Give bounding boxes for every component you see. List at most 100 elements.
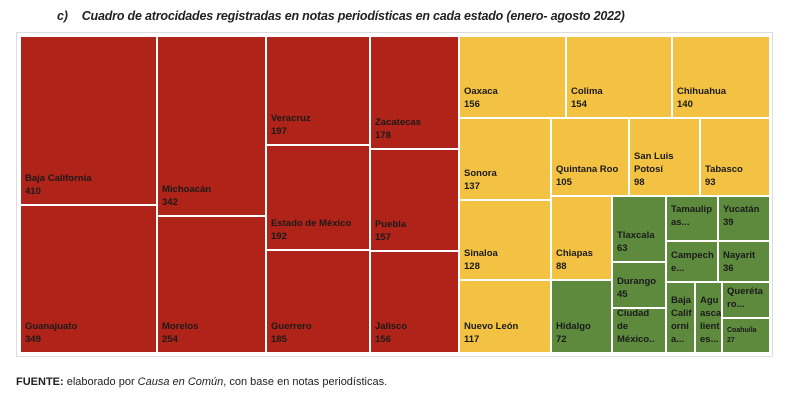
cell-label: Yucatán [723,203,760,215]
cell-label: Durango [617,276,657,287]
treemap-cell: Guanajuato 349 [20,205,157,353]
cell-label: San Luis Potosí [634,151,674,175]
treemap-cell: Agu asca lient es... [695,282,722,353]
treemap-cell: Sinaloa 128 [459,200,551,280]
cell-value: 117 [464,334,480,345]
treemap-cell: Hidalgo 72 [551,280,612,353]
treemap-cell: Tabasco 93 [700,118,770,196]
cell-label: Oaxaca [464,86,498,97]
treemap-cell: Michoacán 342 [157,36,266,216]
cell-label: Tlaxcala [617,230,655,241]
treemap-cell: Baja Calif orni a... [666,282,695,353]
treemap-cell: Morelos 254 [157,216,266,353]
cell-value: 185 [271,334,287,345]
cell-label: Jalisco [375,321,408,332]
treemap-cell: Ciudad de México.. [612,308,666,353]
cell-label: Baja Calif orni a... [671,295,692,345]
treemap-cell: Nayarit 36 [718,241,770,282]
treemap-cell: Quintana Roo 105 [551,118,629,196]
cell-value: 105 [556,177,572,188]
source-note: FUENTE: elaborado por Causa en Común, co… [16,376,387,388]
cell-value: 254 [162,334,178,345]
treemap-cell: Coahuila 27 [722,318,770,353]
cell-value: 154 [571,99,587,110]
cell-label: Tabasco [705,164,743,175]
treemap-cell: Veracruz 197 [266,36,370,145]
cell-value: 140 [677,99,693,110]
source-post: , con base en notas periodísticas. [223,376,388,388]
cell-label: Ciudad de México.. [617,308,655,345]
source-label: FUENTE: [16,376,64,388]
cell-value: 156 [375,334,391,345]
cell-value: 342 [162,197,178,208]
cell-label: Sonora [464,168,497,179]
treemap-cell: Chiapas 88 [551,196,612,280]
cell-label: Quintana Roo [556,164,619,175]
treemap-cell: San Luis Potosí 98 [629,118,700,196]
chart-title: c) Cuadro de atrocidades registradas en n… [57,9,625,23]
cell-value: 88 [556,261,567,272]
cell-label: Sinaloa [464,248,498,259]
cell-label: Queréta ro... [727,286,763,310]
treemap-cell: Colima 154 [566,36,672,118]
cell-label: Morelos [162,321,199,332]
cell-label: Agu asca lient es... [700,295,722,345]
cell-value: 72 [556,334,567,345]
cell-label: Tamaulip as... [671,203,712,228]
cell-label: Hidalgo [556,321,591,332]
treemap-cell: Jalisco 156 [370,251,459,353]
cell-label: Campech e... [671,250,714,274]
cell-value: 36 [723,263,734,274]
chart-title-text: Cuadro de atrocidades registradas en not… [81,9,625,23]
treemap-cell: Queréta ro... [722,282,770,318]
cell-value: 156 [464,99,480,110]
treemap-cell: Yucatán 39 [718,196,770,241]
cell-value: 39 [723,216,734,228]
cell-label: Nayarit [723,250,756,261]
treemap-cell: Zacatecas 178 [370,36,459,149]
cell-label: Chiapas [556,248,593,259]
cell-value: 197 [271,126,287,137]
treemap-cell: Sonora 137 [459,118,551,200]
treemap-cell: Durango 45 [612,262,666,308]
source-org: Causa en Común [137,376,224,388]
cell-label: Guanajuato [25,321,78,332]
cell-label: Estado de México [271,218,352,229]
cell-value: 192 [271,231,287,242]
treemap-cell: Guerrero 185 [266,250,370,353]
cell-value: 410 [25,186,41,197]
treemap-cell: Campech e... [666,241,718,282]
cell-label: Coahuila [727,327,757,334]
cell-value: 137 [464,181,480,192]
cell-label: Guerrero [271,321,312,332]
cell-label: Veracruz [271,113,311,124]
cell-value: 93 [705,177,716,188]
treemap-cell: Oaxaca 156 [459,36,566,118]
treemap-cell: Puebla 157 [370,149,459,251]
chart-frame [16,32,773,357]
treemap-cell: Nuevo León 117 [459,280,551,353]
cell-value: 128 [464,261,480,272]
cell-value: 178 [375,130,391,141]
cell-value: 98 [634,177,645,188]
treemap-cell: Tlaxcala 63 [612,196,666,262]
cell-label: Zacatecas [375,117,421,128]
cell-value: 157 [375,232,391,243]
cell-value: 349 [25,334,41,345]
cell-label: Puebla [375,219,407,230]
cell-value: 27 [727,337,735,344]
source-pre: elaborado por [63,376,138,388]
cell-label: Nuevo León [464,321,519,332]
cell-label: Colima [571,86,603,97]
cell-label: Chihuahua [677,86,727,97]
cell-value: 45 [617,289,628,300]
treemap-cell: Chihuahua 140 [672,36,770,118]
cell-label: Baja California [25,173,92,184]
cell-value: 63 [617,243,628,254]
treemap-cell: Tamaulip as... [666,196,718,241]
treemap-cell: Estado de México 192 [266,145,370,250]
chart-title-label: c) [57,9,68,23]
treemap-cell: Baja California 410 [20,36,157,205]
cell-label: Michoacán [162,184,212,195]
